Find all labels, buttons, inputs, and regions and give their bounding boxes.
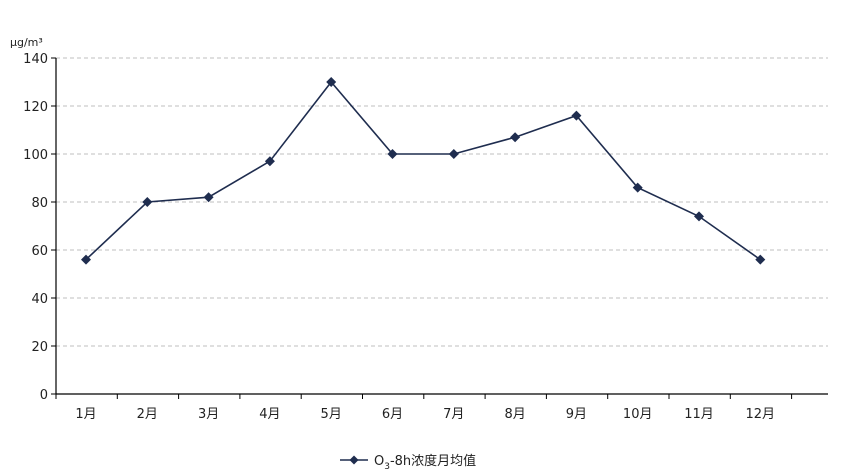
x-tick-label-1: 1月 [75,407,96,422]
series-group [81,77,766,265]
y-tick-label-80: 80 [31,196,48,211]
x-tick-label-2: 2月 [137,407,158,422]
y-tick-label-20: 20 [31,340,48,355]
x-tick-label-6: 6月 [382,407,403,422]
x-tick-labels: 1月 2月 3月 4月 5月 6月 7月 8月 9月 10月 11月 12月 [75,407,775,422]
legend-series-label: O3-8h浓度月均值 [374,453,476,469]
x-tick-label-3: 3月 [198,407,219,422]
data-point-3 [203,192,214,203]
data-point-6 [387,149,398,159]
x-tick-label-12: 12月 [746,407,776,422]
legend-label-post: -8h浓度月均值 [390,453,476,469]
x-tick-label-11: 11月 [684,407,714,422]
legend: O3-8h浓度月均值 [340,453,476,469]
x-tick-label-10: 10月 [623,407,653,422]
data-point-4 [264,156,275,167]
series-line-0 [85,80,761,261]
y-unit-label: μg/m³ [10,36,43,49]
x-tick-label-4: 4月 [259,407,280,422]
y-tick-label-40: 40 [31,292,48,307]
data-point-9 [571,110,582,121]
legend-marker [349,455,359,465]
y-tick-label-120: 120 [23,100,48,115]
data-point-11 [694,211,704,222]
y-tick-label-0: 0 [40,388,48,403]
y-tick-label-100: 100 [23,148,48,163]
data-point-12 [755,254,766,265]
data-point-5 [326,77,337,87]
y-tick-label-140: 140 [23,52,48,67]
x-tick-label-9: 9月 [566,407,587,422]
data-point-7 [448,149,459,159]
data-point-8 [510,132,521,143]
legend-label-pre: O [374,454,384,469]
x-tick-label-7: 7月 [443,407,464,422]
data-point-2 [142,197,153,207]
axes [51,57,828,399]
data-point-1 [81,254,91,265]
data-point-10 [632,182,643,193]
x-tick-label-8: 8月 [504,407,525,422]
legend-label-sub: 3 [384,462,390,469]
x-tick-label-5: 5月 [321,407,342,422]
grid-lines [56,57,828,347]
y-tick-label-60: 60 [31,244,48,259]
y-tick-labels: 0 20 40 60 80 100 120 140 [23,52,48,403]
